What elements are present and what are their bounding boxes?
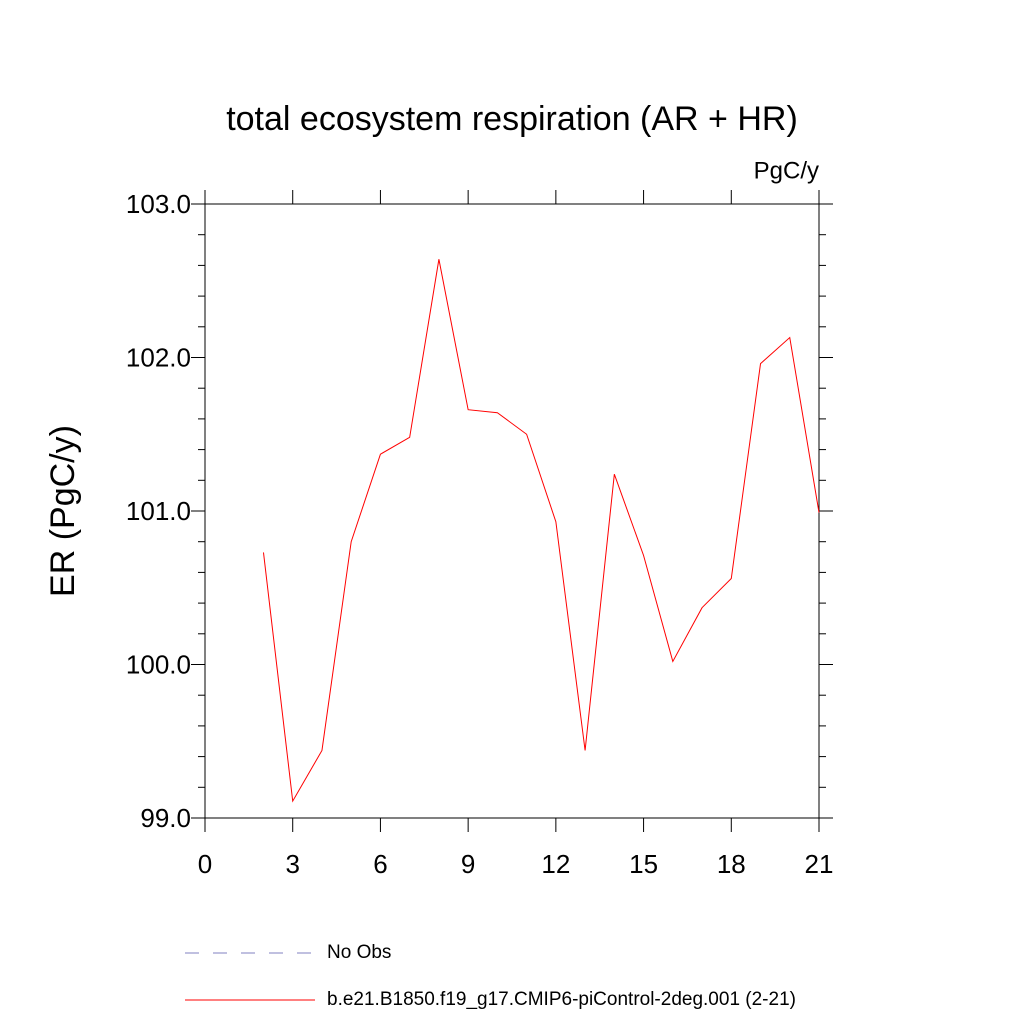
legend-label: b.e21.B1850.f19_g17.CMIP6-piControl-2deg… [327, 989, 796, 1010]
y-tick-label: 99.0 [140, 803, 191, 833]
x-tick-label: 6 [373, 849, 387, 879]
y-tick-label: 102.0 [126, 342, 191, 372]
x-tick-label: 12 [541, 849, 570, 879]
x-tick-label: 3 [285, 849, 299, 879]
x-tick-label: 18 [717, 849, 746, 879]
data-line [262, 259, 820, 803]
x-tick-label: 9 [461, 849, 475, 879]
chart-title: total ecosystem respiration (AR + HR) [226, 100, 798, 138]
units-label: PgC/y [754, 157, 819, 184]
x-tick-label: 0 [198, 849, 212, 879]
x-tick-label: 15 [629, 849, 658, 879]
plot-frame [204, 203, 820, 819]
y-tick-label: 100.0 [126, 649, 191, 679]
y-tick-label: 101.0 [126, 496, 191, 526]
y-tick-label: 103.0 [126, 189, 191, 219]
x-tick-label: 21 [805, 849, 834, 879]
legend-label: No Obs [327, 942, 391, 963]
y-axis-label: ER (PgC/y) [44, 425, 82, 597]
